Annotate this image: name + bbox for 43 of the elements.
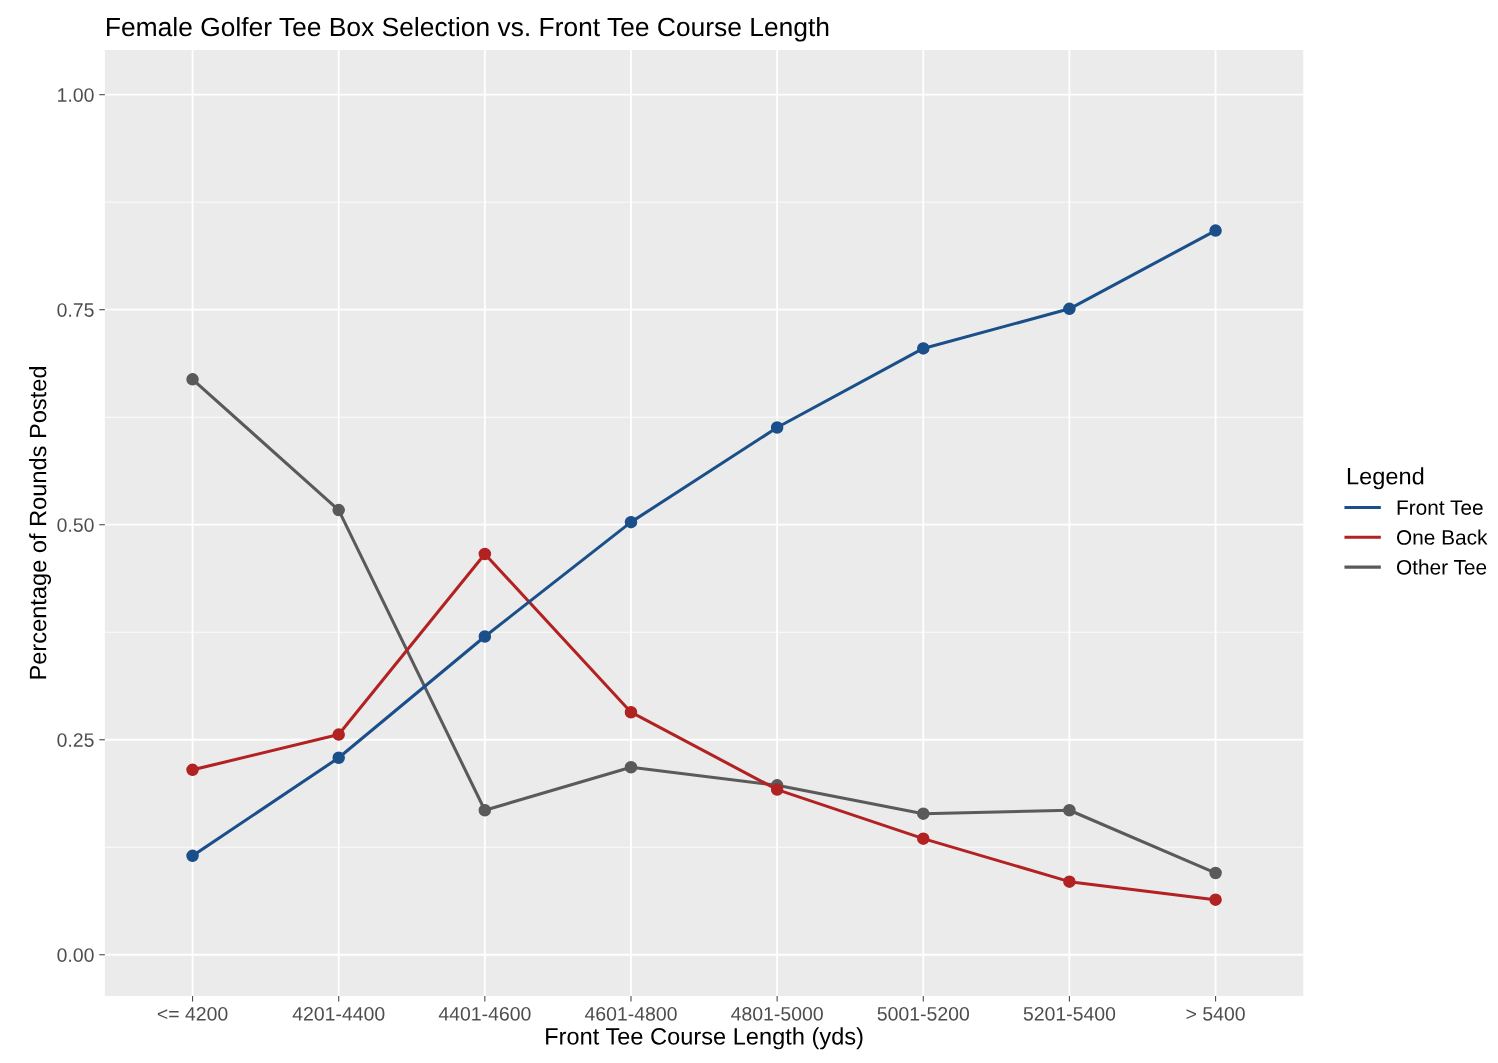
- y-tick-label: 1.00: [58, 88, 94, 102]
- x-tick-label: <= 4200: [157, 1006, 228, 1021]
- point: [1209, 866, 1222, 880]
- x-axis-title: Front Tee Course Length (yds): [546, 1027, 863, 1050]
- legend-label: Other Tee: [1396, 559, 1487, 575]
- x-tick-label: 5001-5200: [877, 1006, 970, 1021]
- point: [478, 804, 492, 817]
- point: [917, 832, 930, 845]
- legend-label: Front Tee: [1397, 500, 1483, 515]
- y-tick-label: 0.00: [57, 948, 94, 962]
- point: [332, 728, 345, 741]
- point: [770, 783, 784, 796]
- point: [1063, 875, 1076, 888]
- point: [186, 763, 199, 777]
- point: [478, 630, 492, 643]
- point: [332, 503, 345, 517]
- point: [186, 849, 199, 863]
- point: [1063, 302, 1076, 316]
- point: [770, 421, 784, 434]
- point: [624, 761, 638, 774]
- x-tick-label: 4801-5000: [731, 1006, 823, 1021]
- point: [917, 342, 930, 355]
- point: [1209, 893, 1222, 906]
- point: [1209, 224, 1222, 237]
- point: [186, 373, 199, 386]
- x-tick-label: 4601-4800: [584, 1006, 677, 1021]
- point: [624, 705, 638, 719]
- y-tick-label: 0.50: [57, 518, 94, 532]
- x-tick-label: 4201-4400: [292, 1006, 385, 1021]
- legend-label: One Back: [1396, 529, 1488, 545]
- y-axis-title: Percentage of Rounds Posted: [29, 366, 52, 679]
- chart-title: Female Golfer Tee Box Selection vs. Front Tee Course Length: [107, 16, 829, 42]
- y-tick-label: 0.25: [57, 733, 94, 747]
- x-tick-label: 4401-4600: [438, 1006, 531, 1021]
- x-tick-label: > 5400: [1186, 1006, 1245, 1021]
- point: [332, 751, 345, 765]
- point: [478, 547, 492, 561]
- point: [917, 807, 930, 820]
- y-tick-label: 0.75: [57, 303, 94, 317]
- point: [624, 515, 638, 529]
- point: [1063, 804, 1076, 817]
- legend-title: Legend: [1347, 467, 1424, 490]
- x-tick-label: 5201-5400: [1023, 1006, 1116, 1021]
